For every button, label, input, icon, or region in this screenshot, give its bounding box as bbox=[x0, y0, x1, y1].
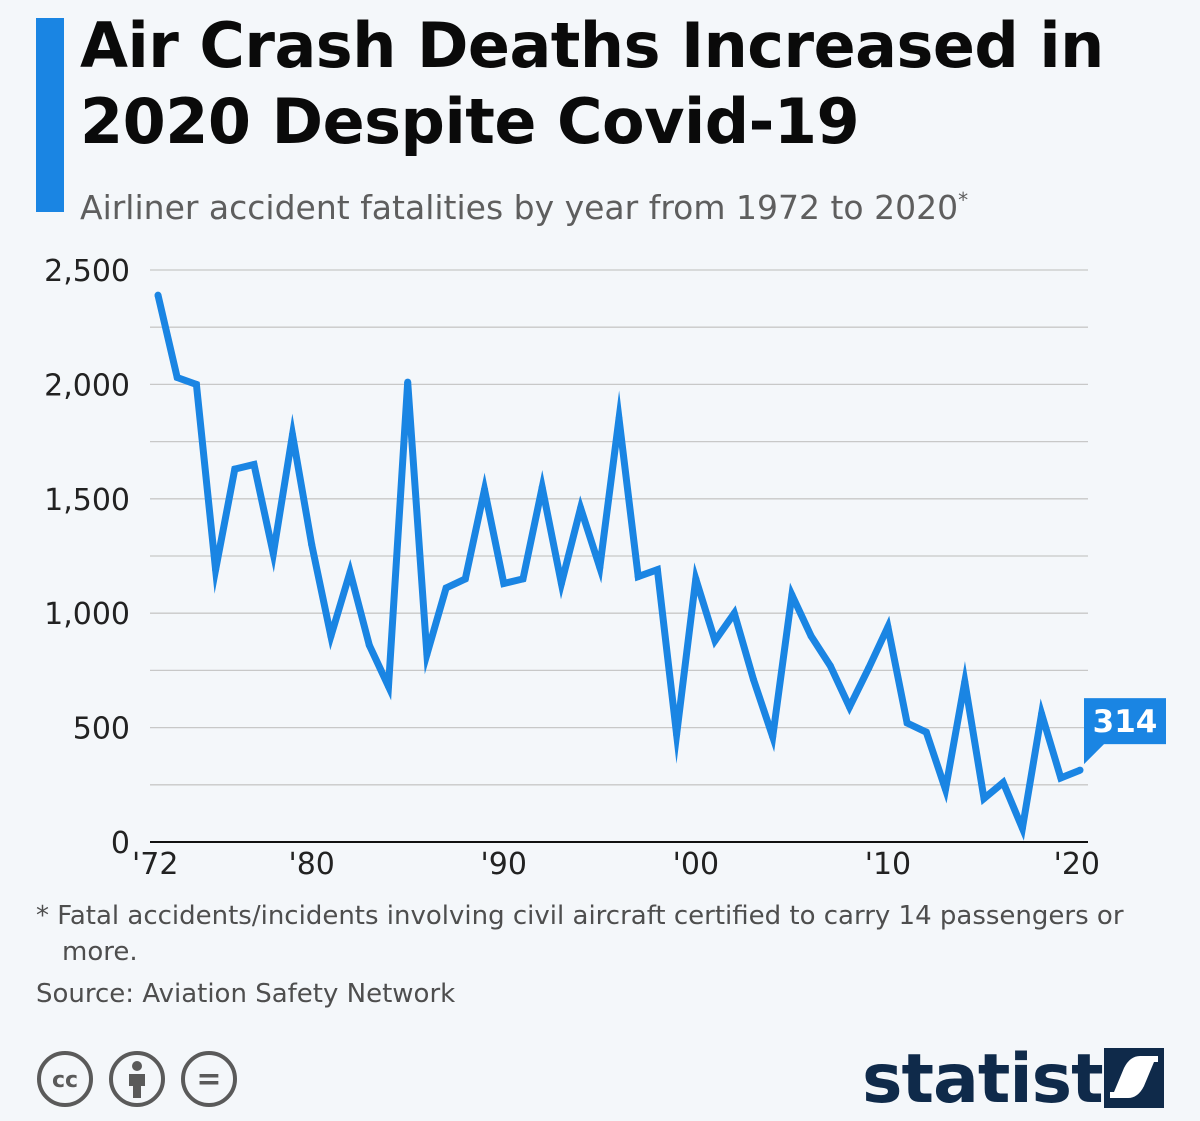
data-point bbox=[807, 632, 815, 640]
footnote: * Fatal accidents/incidents involving ci… bbox=[36, 898, 1192, 970]
data-point bbox=[577, 504, 585, 512]
data-point bbox=[999, 779, 1007, 787]
data-point bbox=[346, 568, 354, 576]
data-point bbox=[596, 563, 604, 571]
data-point bbox=[461, 575, 469, 583]
data-point bbox=[269, 550, 277, 558]
nd-icon-text: = bbox=[196, 1062, 221, 1097]
data-point bbox=[1038, 710, 1046, 718]
x-tick-label: '20 bbox=[1054, 847, 1100, 882]
y-tick-label: 1,000 bbox=[44, 597, 130, 632]
data-point bbox=[692, 575, 700, 583]
data-point bbox=[500, 579, 508, 587]
data-point bbox=[653, 566, 661, 574]
data-point bbox=[308, 541, 316, 549]
x-tick-label: '72 bbox=[132, 847, 178, 882]
data-point bbox=[711, 637, 719, 645]
footnote-text: Fatal accidents/incidents involving civi… bbox=[57, 901, 1124, 967]
grid-lines bbox=[150, 269, 1088, 843]
data-label: 314 bbox=[1093, 704, 1158, 740]
data-point bbox=[173, 374, 181, 382]
footnote-marker: * bbox=[36, 901, 49, 931]
subtitle-footnote-marker: * bbox=[958, 188, 969, 212]
data-point bbox=[769, 733, 777, 741]
data-point bbox=[423, 650, 431, 658]
data-point bbox=[980, 795, 988, 803]
data-point bbox=[1057, 774, 1065, 782]
data-point bbox=[673, 730, 681, 738]
subtitle: Airliner accident fatalities by year fro… bbox=[80, 178, 968, 230]
series-line bbox=[154, 294, 1082, 841]
creative-commons-icon[interactable]: cc bbox=[36, 1050, 94, 1108]
data-point bbox=[385, 682, 392, 690]
data-point bbox=[442, 584, 450, 592]
data-point bbox=[961, 678, 969, 686]
data-point bbox=[846, 703, 853, 711]
data-point bbox=[788, 591, 796, 599]
callout-pointer bbox=[1084, 742, 1106, 765]
x-axis: '72 '80 '90 '00 '10 '20 bbox=[132, 847, 1100, 882]
data-point bbox=[212, 566, 220, 574]
data-point bbox=[749, 676, 757, 684]
data-point bbox=[538, 483, 546, 491]
data-point bbox=[826, 662, 834, 670]
data-point bbox=[942, 785, 950, 793]
x-tick-label: '10 bbox=[865, 847, 911, 882]
attribution-person-icon[interactable] bbox=[108, 1050, 166, 1108]
data-point bbox=[404, 378, 412, 386]
data-point bbox=[192, 380, 200, 388]
data-point bbox=[231, 465, 239, 473]
y-axis: 0 500 1,000 1,500 2,000 2,500 bbox=[44, 254, 130, 861]
data-point bbox=[634, 573, 642, 581]
series-group bbox=[154, 291, 1084, 841]
data-point bbox=[327, 632, 335, 640]
y-tick-label: 1,500 bbox=[44, 483, 130, 518]
statista-logo-icon[interactable] bbox=[1104, 1048, 1164, 1108]
data-point bbox=[615, 415, 623, 423]
y-tick-label: 2,500 bbox=[44, 254, 130, 289]
page-title: Air Crash Deaths Increased in 2020 Despi… bbox=[80, 9, 1104, 158]
data-point bbox=[557, 579, 565, 587]
y-tick-label: 2,000 bbox=[44, 368, 130, 403]
x-tick-label: '00 bbox=[673, 847, 719, 882]
title-accent-bar bbox=[36, 18, 64, 212]
annotations: 314 bbox=[1084, 698, 1166, 765]
data-point bbox=[154, 291, 162, 299]
data-point bbox=[730, 609, 738, 617]
y-tick-label: 0 bbox=[111, 826, 130, 861]
data-point bbox=[365, 641, 373, 649]
source-line: Source: Aviation Safety Network bbox=[36, 979, 456, 1009]
subtitle-text: Airliner accident fatalities by year fro… bbox=[80, 188, 959, 227]
data-point bbox=[288, 431, 296, 439]
data-point bbox=[884, 623, 892, 631]
data-point bbox=[903, 719, 911, 727]
data-point bbox=[519, 575, 527, 583]
data-point bbox=[1076, 766, 1084, 774]
line-chart: 0 500 1,000 1,500 2,000 2,500 '72 '80 '90 '00 '10… bbox=[44, 254, 1166, 882]
callout-box bbox=[1084, 698, 1166, 745]
data-point bbox=[1018, 824, 1026, 832]
cc-icon-text: cc bbox=[52, 1068, 78, 1093]
x-tick-label: '90 bbox=[481, 847, 527, 882]
x-tick-label: '80 bbox=[288, 847, 334, 882]
statista-logo-text[interactable]: statista bbox=[862, 1040, 1149, 1119]
y-tick-label: 500 bbox=[73, 712, 130, 747]
data-point bbox=[922, 728, 930, 736]
data-point bbox=[250, 460, 258, 468]
data-point bbox=[481, 486, 489, 494]
data-point bbox=[865, 664, 873, 672]
no-derivatives-icon[interactable]: = bbox=[180, 1050, 238, 1108]
